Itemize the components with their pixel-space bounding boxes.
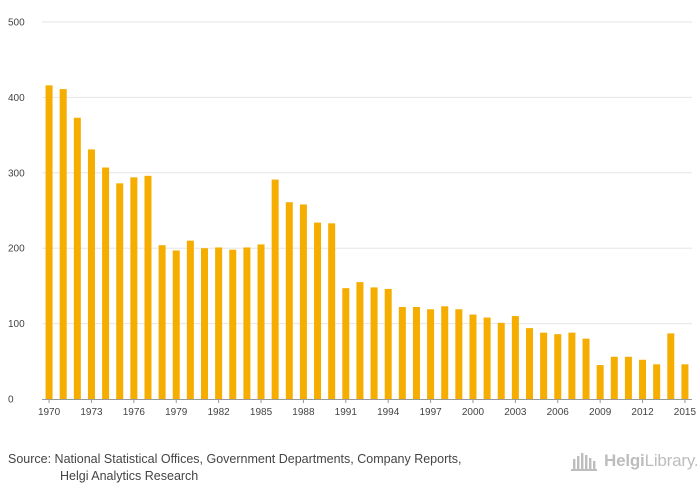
y-tick-label: 100 bbox=[8, 319, 25, 330]
bar-2001[interactable] bbox=[483, 317, 491, 399]
bar-2003[interactable] bbox=[511, 316, 519, 399]
y-tick-label: 400 bbox=[8, 93, 25, 104]
bar-1973[interactable] bbox=[87, 149, 95, 399]
x-tick-label: 2003 bbox=[504, 407, 527, 418]
bar-1978[interactable] bbox=[158, 245, 166, 399]
bar-1994[interactable] bbox=[384, 288, 392, 399]
bar-1986[interactable] bbox=[271, 179, 279, 399]
source-line-2: Helgi Analytics Research bbox=[60, 469, 199, 483]
bar-2010[interactable] bbox=[610, 356, 618, 399]
bar-2007[interactable] bbox=[568, 332, 576, 399]
y-tick-label: 0 bbox=[8, 395, 14, 406]
bar-series bbox=[45, 85, 689, 400]
x-tick-label: 1970 bbox=[38, 407, 61, 418]
x-tick-label: 2009 bbox=[589, 407, 612, 418]
bar-1972[interactable] bbox=[73, 117, 81, 400]
bar-1989[interactable] bbox=[314, 222, 322, 399]
bar-2013[interactable] bbox=[653, 364, 661, 399]
bar-1983[interactable] bbox=[229, 249, 237, 399]
bar-1976[interactable] bbox=[130, 177, 138, 399]
source-note: Source: National Statistical Offices, Go… bbox=[8, 451, 548, 485]
bar-1975[interactable] bbox=[116, 183, 124, 399]
y-tick-label: 300 bbox=[8, 168, 25, 179]
bar-2015[interactable] bbox=[681, 364, 689, 399]
library-building-icon bbox=[571, 453, 597, 471]
bar-2012[interactable] bbox=[639, 359, 647, 399]
x-tick-label: 1988 bbox=[292, 407, 315, 418]
bar-2000[interactable] bbox=[469, 314, 477, 399]
source-line-1: Source: National Statistical Offices, Go… bbox=[8, 452, 462, 466]
bar-1981[interactable] bbox=[201, 248, 208, 399]
bar-1970[interactable] bbox=[45, 85, 53, 399]
axes: 0 100 200 300 400 500 1970 1973 1976 1979 1982 1985… bbox=[8, 18, 696, 419]
x-tick-label: 2006 bbox=[547, 407, 570, 418]
y-tick-label: 500 bbox=[8, 18, 25, 29]
x-tick-label: 1982 bbox=[208, 407, 231, 418]
bar-2002[interactable] bbox=[497, 322, 505, 399]
bar-1996[interactable] bbox=[412, 307, 420, 399]
bar-1985[interactable] bbox=[257, 244, 265, 399]
bar-1988[interactable] bbox=[299, 204, 307, 399]
bar-1979[interactable] bbox=[172, 250, 180, 399]
x-tick-label: 1994 bbox=[377, 407, 400, 418]
x-tick-label: 2015 bbox=[674, 407, 697, 418]
bar-1993[interactable] bbox=[370, 287, 378, 399]
helgi-library-logo[interactable]: HelgiLibrary. bbox=[570, 448, 699, 474]
bar-1998[interactable] bbox=[441, 306, 449, 399]
bar-1995[interactable] bbox=[398, 307, 406, 399]
x-tick-label: 2012 bbox=[631, 407, 654, 418]
bar-2009[interactable] bbox=[596, 365, 604, 399]
x-tick-label: 1979 bbox=[165, 407, 188, 418]
x-tick-label: 1985 bbox=[250, 407, 273, 418]
bar-2005[interactable] bbox=[540, 332, 548, 399]
bar-chart: 0 100 200 300 400 500 1970 1973 1976 1979 1982 1985… bbox=[8, 18, 696, 419]
bar-1990[interactable] bbox=[328, 223, 336, 399]
y-tick-label: 200 bbox=[8, 244, 25, 255]
bar-2004[interactable] bbox=[526, 328, 533, 399]
bar-1971[interactable] bbox=[59, 89, 67, 399]
x-tick-label: 1997 bbox=[419, 407, 442, 418]
bar-2014[interactable] bbox=[667, 333, 675, 399]
bar-1984[interactable] bbox=[243, 247, 251, 399]
x-tick-label: 1973 bbox=[80, 407, 103, 418]
bar-1974[interactable] bbox=[102, 167, 110, 399]
bar-2008[interactable] bbox=[582, 338, 590, 399]
x-tick-label: 1976 bbox=[123, 407, 146, 418]
bar-1987[interactable] bbox=[285, 202, 293, 399]
bar-1980[interactable] bbox=[186, 240, 194, 399]
bar-1992[interactable] bbox=[356, 282, 364, 399]
bar-2011[interactable] bbox=[624, 356, 632, 399]
bar-1999[interactable] bbox=[455, 309, 463, 399]
bar-1982[interactable] bbox=[215, 247, 223, 399]
bar-1991[interactable] bbox=[342, 288, 350, 399]
brand-name: HelgiLibrary. bbox=[604, 451, 699, 470]
gridlines bbox=[42, 21, 692, 325]
bar-1997[interactable] bbox=[427, 309, 435, 399]
x-tick-label: 2000 bbox=[462, 407, 485, 418]
x-tick-label: 1991 bbox=[335, 407, 358, 418]
bar-2006[interactable] bbox=[554, 334, 562, 399]
bar-1977[interactable] bbox=[144, 175, 152, 399]
